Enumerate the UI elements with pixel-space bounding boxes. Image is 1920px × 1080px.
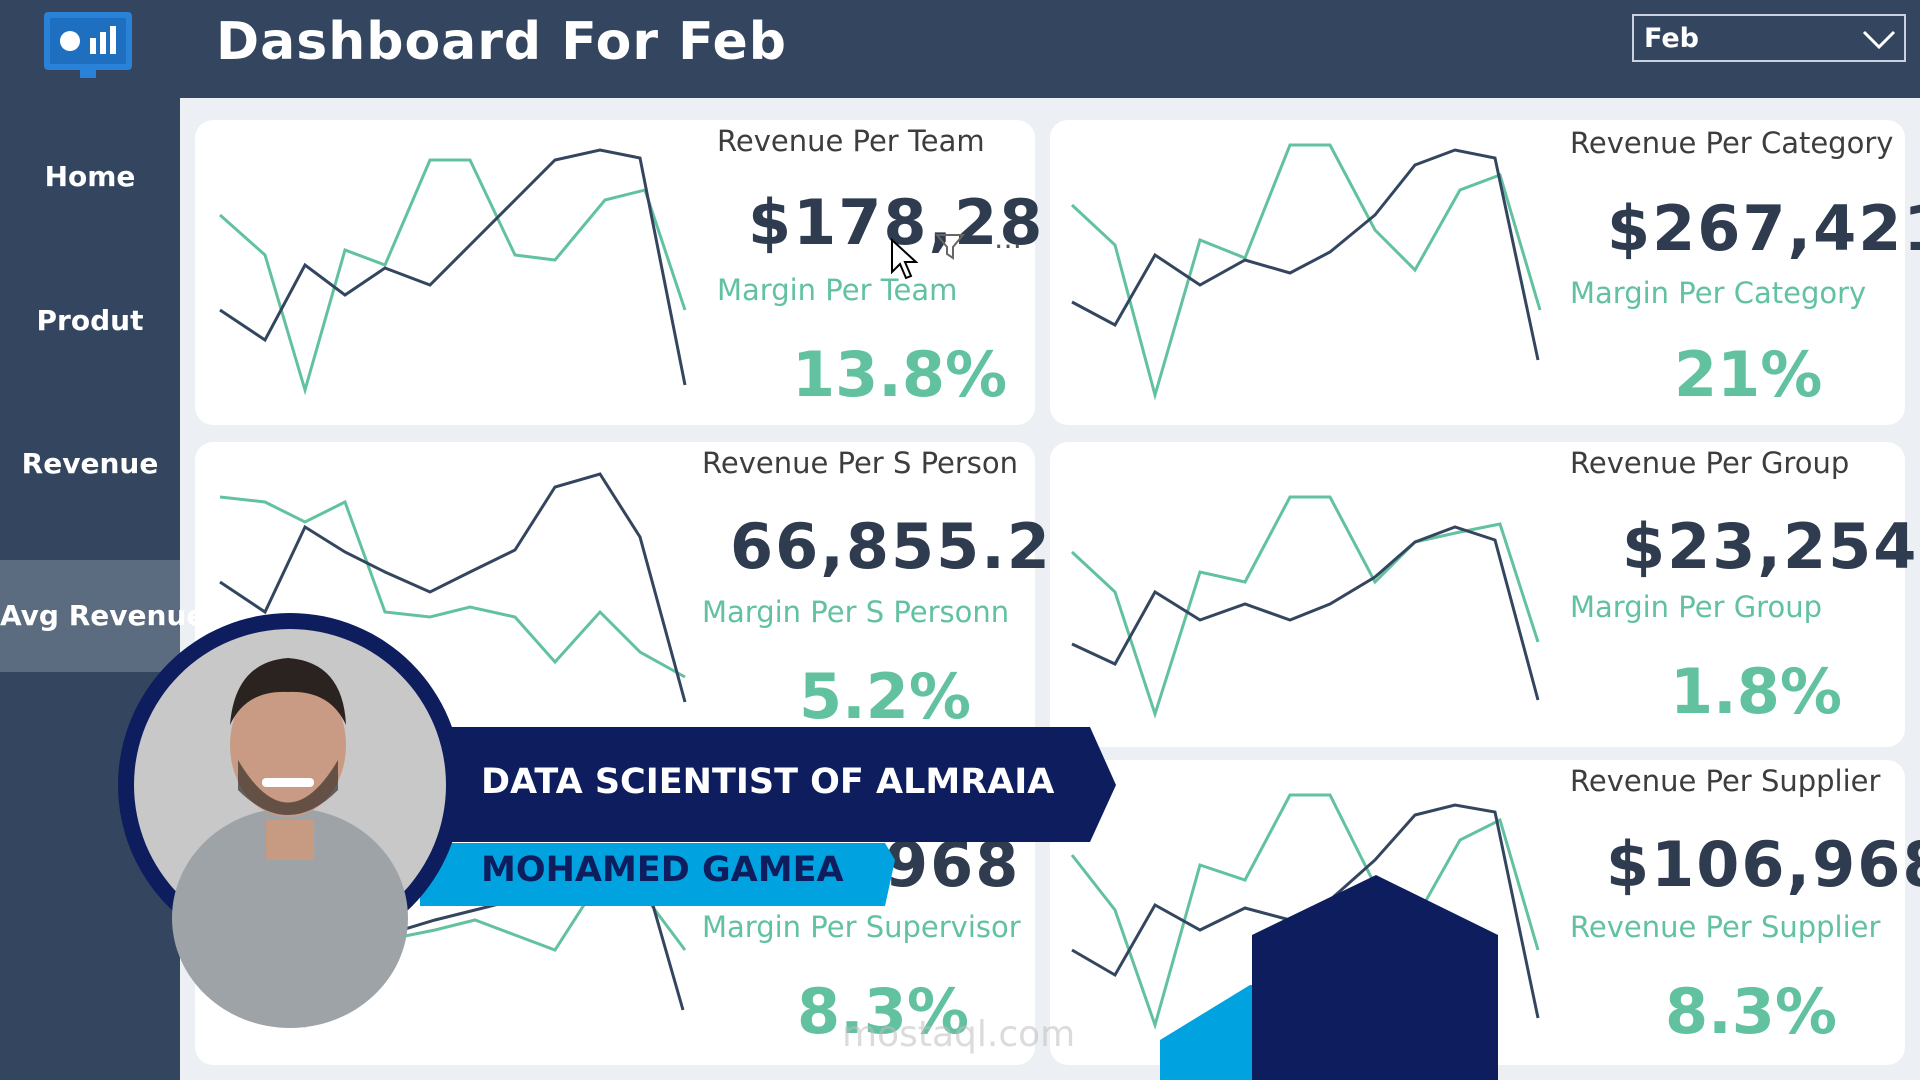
kpi-title: Revenue Per Supplier — [1570, 764, 1881, 798]
card-revenue-per-s-person[interactable]: Revenue Per S Person 66,855.23 Margin Pe… — [195, 442, 1095, 747]
card-revenue-per-group[interactable]: Revenue Per Group $23,254 Margin Per Gro… — [1050, 442, 1916, 747]
more-options-icon[interactable]: … — [994, 222, 1022, 255]
kpi-value: $23,254 — [1622, 510, 1919, 583]
kpi-percent: 8.3% — [1665, 975, 1837, 1048]
kpi-value: 66,855.23 — [730, 510, 1098, 583]
kpi-title: Revenue Per Team — [717, 124, 985, 158]
kpi-value: 968 — [885, 828, 1021, 901]
card-revenue-per-team[interactable]: Revenue Per Team $178,281 Margin Per Tea… — [195, 120, 1088, 425]
sidebar-item-home[interactable]: Home — [44, 160, 136, 193]
margin-line — [1070, 793, 1540, 1031]
kpi-sub-label: Margin Per Category — [1570, 276, 1867, 310]
kpi-percent: 8.3% — [797, 975, 969, 1048]
revenue-line — [1071, 525, 1540, 701]
chevron-down-icon — [1862, 30, 1896, 50]
kpi-title: Revenue Per S Person — [702, 446, 1019, 480]
line-chart — [219, 472, 687, 703]
top-bar: Dashboard For Feb Feb — [0, 0, 1920, 98]
kpi-sub-label: Margin Per Group — [1570, 590, 1822, 624]
kpi-percent: 1.8% — [1670, 655, 1842, 728]
dashboard-monitor-icon — [44, 12, 132, 78]
card-revenue-per-category[interactable]: Revenue Per Category $267,421 Margin Per… — [1050, 120, 1920, 425]
kpi-percent: 5.2% — [799, 660, 971, 733]
mouse-cursor-icon — [891, 238, 918, 280]
card-revenue-per-supplier[interactable]: Revenue Per Supplier $106,968 Revenue Pe… — [1050, 760, 1920, 1065]
presenter-role: DATA SCIENTIST OF ALMRAIA — [481, 762, 1055, 802]
sidebar: Home Produt Revenue Avg Revenue — [0, 98, 205, 1080]
margin-line — [1070, 495, 1540, 719]
kpi-percent: 13.8% — [792, 338, 1008, 411]
margin-line — [219, 495, 686, 679]
revenue-line — [219, 472, 687, 703]
page-title: Dashboard For Feb — [216, 12, 788, 72]
revenue-line — [1071, 148, 1540, 361]
kpi-title: Revenue Per Category — [1570, 126, 1894, 160]
month-dropdown[interactable]: Feb — [1632, 14, 1906, 62]
sidebar-item-product[interactable]: Produt — [36, 304, 144, 337]
kpi-sub-label: Margin Per Team — [717, 273, 958, 307]
kpi-sub-label: Revenue Per Supplier — [1570, 910, 1881, 944]
kpi-value: $267,421 — [1607, 192, 1920, 265]
revenue-line — [219, 148, 687, 386]
kpi-percent: 21% — [1674, 338, 1823, 411]
kpi-sub-label: Margin Per S Personn — [702, 595, 1010, 629]
margin-line — [1070, 143, 1542, 401]
watermark: mostaql.com — [842, 1014, 1076, 1055]
kpi-value: $178,281 — [748, 186, 1090, 259]
sidebar-item-avg-revenue[interactable]: Avg Revenue — [0, 560, 205, 672]
kpi-value: $106,968 — [1606, 828, 1920, 901]
filter-icon[interactable] — [935, 232, 965, 262]
sidebar-item-revenue[interactable]: Revenue — [21, 447, 159, 480]
line-chart — [1070, 495, 1540, 719]
presenter-name: MOHAMED GAMEA — [481, 850, 844, 890]
month-dropdown-value: Feb — [1644, 23, 1699, 54]
kpi-sub-label: Margin Per Supervisor — [702, 910, 1021, 944]
margin-line — [218, 878, 687, 1029]
margin-line — [219, 158, 687, 396]
kpi-title: Revenue Per Group — [1570, 446, 1850, 480]
line-chart — [219, 148, 687, 396]
line-chart — [1070, 143, 1542, 401]
